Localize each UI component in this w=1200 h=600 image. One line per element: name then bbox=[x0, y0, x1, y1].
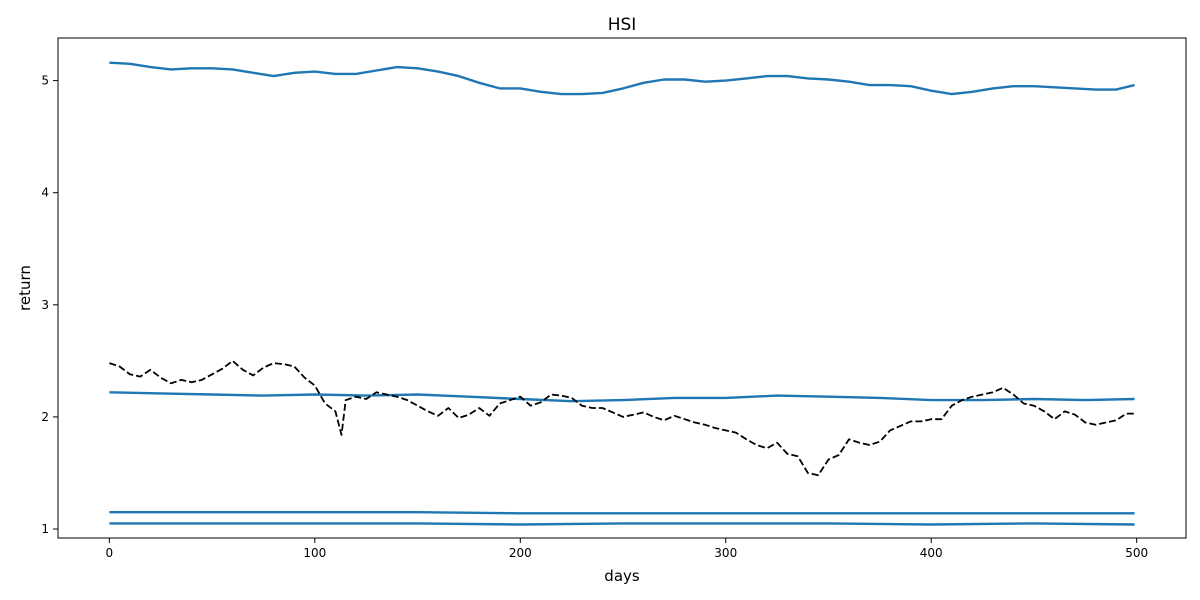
x-tick-label: 500 bbox=[1125, 546, 1148, 560]
series-line-2 bbox=[109, 391, 1135, 403]
axes-frame bbox=[57, 37, 1187, 539]
series-line-1 bbox=[109, 61, 1135, 96]
y-axis-label: return bbox=[16, 265, 34, 311]
x-tick-label: 300 bbox=[714, 546, 737, 560]
series-line-3 bbox=[109, 511, 1135, 515]
plot-area bbox=[109, 61, 1135, 526]
y-tick-label: 1 bbox=[41, 522, 49, 536]
x-tick-label: 200 bbox=[509, 546, 532, 560]
y-tick-label: 3 bbox=[41, 298, 49, 312]
x-axis: 0 100 200 300 400 500 bbox=[106, 538, 1148, 560]
x-tick-label: 100 bbox=[303, 546, 326, 560]
chart-title: HSI bbox=[608, 15, 637, 35]
y-tick-label: 5 bbox=[41, 74, 49, 88]
y-tick-label: 4 bbox=[41, 186, 49, 200]
x-tick-label: 0 bbox=[106, 546, 114, 560]
x-axis-label: days bbox=[604, 567, 640, 585]
x-tick-label: 400 bbox=[920, 546, 943, 560]
series-line-dashed bbox=[109, 359, 1135, 477]
y-axis: 1 2 3 4 5 bbox=[41, 74, 58, 536]
series-line-4 bbox=[109, 522, 1135, 526]
y-tick-label: 2 bbox=[41, 410, 49, 424]
